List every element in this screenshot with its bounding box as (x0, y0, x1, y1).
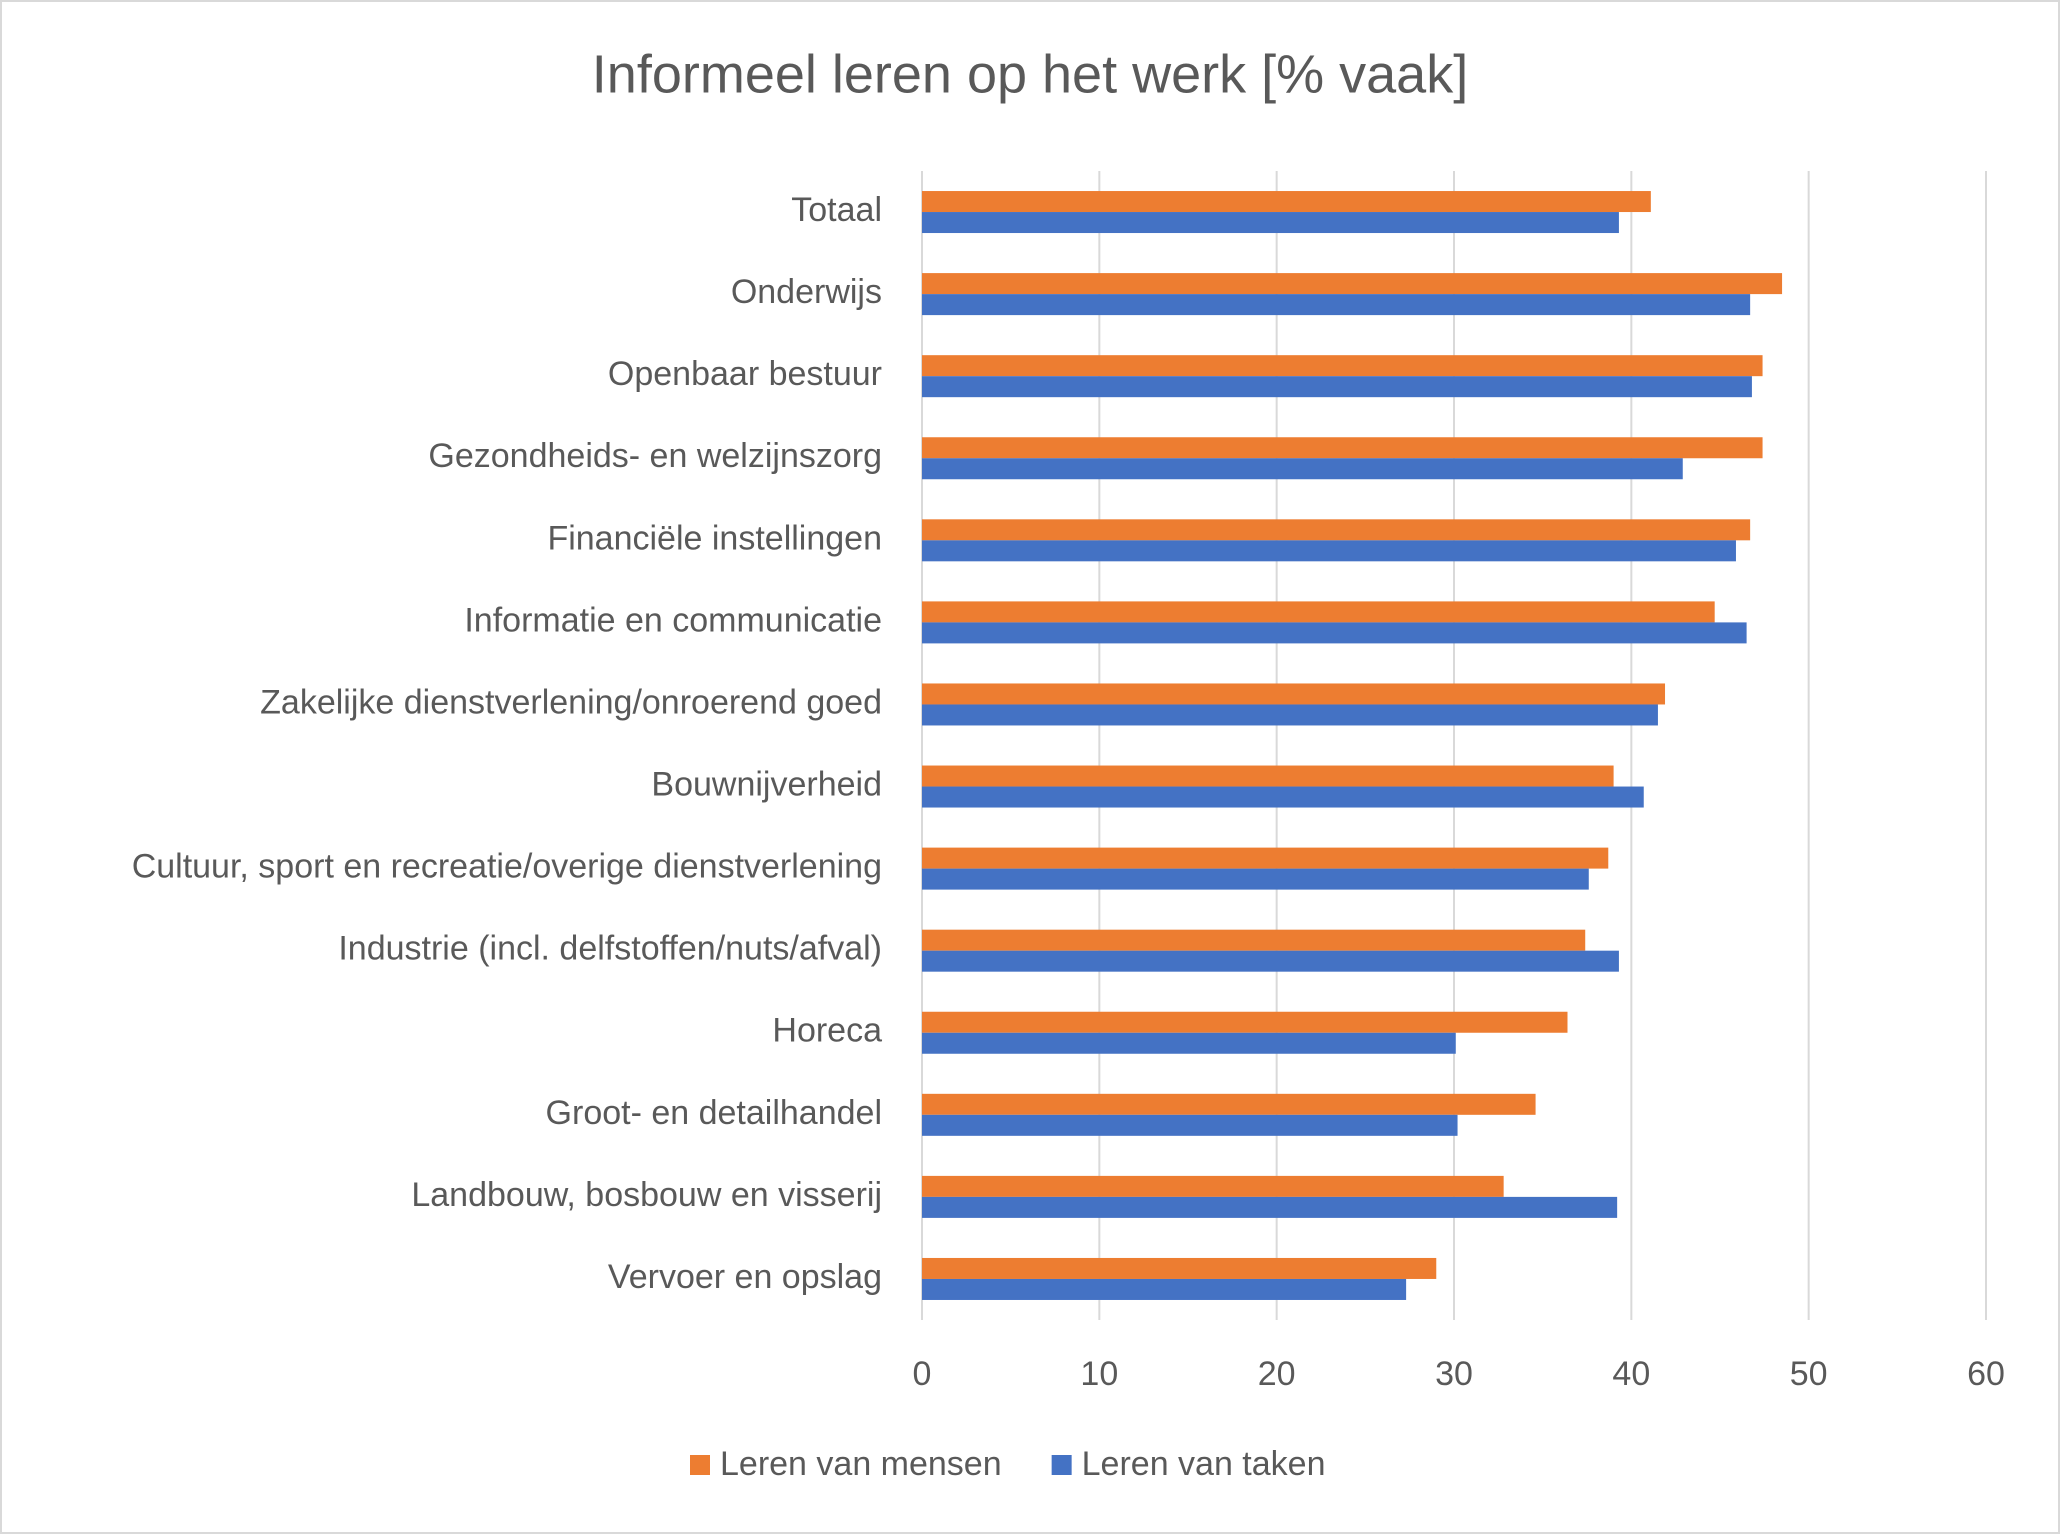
bar (922, 437, 1763, 459)
y-tick-label: Totaal (791, 191, 882, 229)
bar (922, 1114, 1458, 1136)
bar (922, 847, 1609, 869)
bar (922, 273, 1783, 295)
legend-label: Leren van taken (1082, 1445, 1326, 1483)
bar (922, 1011, 1568, 1033)
x-tick-label: 0 (913, 1355, 932, 1393)
y-tick-label: Gezondheids- en welzijnszorg (428, 437, 882, 475)
bar (922, 1257, 1437, 1279)
y-tick-label: Onderwijs (731, 273, 882, 311)
x-tick-label: 10 (1080, 1355, 1118, 1393)
bar (922, 540, 1736, 562)
y-tick-label: Bouwnijverheid (651, 766, 882, 804)
bar (922, 950, 1619, 972)
bar (922, 1032, 1456, 1054)
bar (922, 601, 1715, 623)
bar (922, 929, 1586, 951)
bar (922, 212, 1619, 234)
bar (922, 519, 1751, 541)
bar (922, 1175, 1504, 1197)
bar (922, 765, 1614, 787)
y-tick-label: Landbouw, bosbouw en visserij (411, 1176, 882, 1214)
y-tick-label: Vervoer en opslag (608, 1258, 882, 1296)
x-tick-label: 20 (1258, 1355, 1296, 1393)
legend-swatch (1051, 1455, 1072, 1475)
x-tick-label: 30 (1435, 1355, 1473, 1393)
x-tick-label: 50 (1790, 1355, 1828, 1393)
bar (922, 1278, 1407, 1300)
bar (922, 683, 1666, 705)
bar (922, 458, 1683, 480)
bar (922, 786, 1644, 808)
x-tick-label: 40 (1612, 1355, 1650, 1393)
bar (922, 622, 1747, 644)
y-tick-label: Zakelijke dienstverlening/onroerend goed (260, 683, 882, 721)
bar (922, 355, 1763, 377)
bar (922, 868, 1589, 890)
bar (922, 704, 1658, 726)
bar (922, 1093, 1536, 1115)
bar (922, 376, 1752, 398)
bar (922, 294, 1751, 316)
y-tick-label: Financiële instellingen (547, 519, 882, 557)
chart-title: Informeel leren op het werk [% vaak] (592, 44, 1468, 104)
legend-swatch (690, 1455, 710, 1475)
bar (922, 1196, 1618, 1218)
y-tick-label: Industrie (incl. delfstoffen/nuts/afval) (338, 930, 882, 968)
y-tick-label: Openbaar bestuur (608, 355, 882, 393)
bar (922, 191, 1651, 213)
legend-label: Leren van mensen (720, 1445, 1002, 1483)
y-tick-label: Cultuur, sport en recreatie/overige dien… (132, 848, 882, 886)
y-tick-label: Informatie en communicatie (464, 601, 882, 639)
y-tick-label: Horeca (772, 1012, 882, 1050)
x-tick-label: 60 (1967, 1355, 2005, 1393)
y-tick-label: Groot- en detailhandel (546, 1094, 882, 1132)
